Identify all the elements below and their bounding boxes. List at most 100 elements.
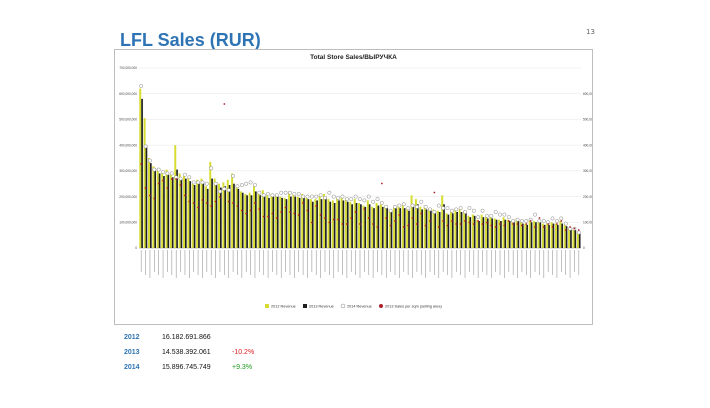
bar-2012 [568, 228, 571, 248]
legend-label: 2013 Revenue [309, 305, 334, 309]
bar-2013 [355, 203, 358, 248]
bar-2012 [388, 209, 391, 248]
bar-2012 [436, 210, 439, 248]
bar-2012 [379, 204, 382, 248]
marker-2014 [226, 188, 231, 193]
marker-sqm [424, 224, 427, 227]
marker-2014 [257, 190, 262, 195]
bar-2013 [206, 188, 209, 248]
bar-2013 [443, 204, 445, 248]
marker-2014 [414, 204, 419, 209]
bar-2012 [244, 194, 247, 248]
bar-2012 [305, 197, 308, 248]
y-tick-label: 600,000,000 [119, 92, 137, 96]
marker-2014 [331, 194, 336, 199]
marker-sqm [363, 208, 366, 210]
marker-sqm [319, 214, 322, 216]
bar-2012 [489, 217, 492, 248]
bar-2013 [539, 222, 542, 248]
marker-sqm [547, 223, 550, 225]
marker-2014 [296, 192, 301, 196]
marker-sqm [472, 223, 475, 225]
bar-2013 [390, 210, 393, 248]
marker-sqm [175, 178, 178, 180]
marker-sqm [179, 184, 182, 186]
marker-2014 [533, 212, 537, 217]
bar-2013 [530, 222, 533, 248]
legend-label: 2013 Sales per sqm (selling area) [385, 305, 443, 309]
bar-2013 [338, 200, 340, 248]
bar-2012 [209, 161, 212, 248]
marker-sqm [197, 206, 199, 209]
bar-2013 [548, 224, 550, 248]
bar-2012 [200, 178, 203, 248]
bar-2012 [366, 200, 369, 248]
bar-2013 [255, 191, 257, 248]
bar-2013 [246, 195, 248, 248]
bar-2013 [552, 223, 555, 248]
bar-2013 [145, 145, 148, 248]
marker-2014 [463, 210, 467, 214]
bar-2013 [469, 217, 472, 248]
marker-2014 [484, 213, 489, 218]
bar-2013 [561, 223, 564, 248]
bar-2012 [515, 218, 518, 248]
marker-2014 [406, 206, 411, 211]
bar-2012 [301, 194, 304, 248]
marker-sqm [534, 226, 536, 228]
bar-2013 [360, 204, 362, 248]
bar-2012 [340, 196, 343, 248]
marker-sqm [328, 221, 331, 224]
marker-2014 [489, 213, 494, 218]
marker-sqm [267, 215, 269, 218]
marker-sqm [249, 209, 252, 212]
bar-2012 [546, 223, 549, 248]
bar-2012 [498, 219, 501, 248]
bar-2012 [524, 223, 527, 248]
marker-2014 [288, 190, 292, 195]
marker-sqm [345, 223, 348, 225]
bar-2013 [220, 187, 222, 248]
slide-title: LFL Sales (RUR) [120, 30, 261, 50]
marker-2014 [156, 167, 161, 172]
bar-2013 [303, 197, 305, 248]
bar-2012 [362, 205, 365, 248]
bar-2012 [174, 145, 177, 248]
bar-2012 [165, 169, 168, 248]
marker-sqm [367, 217, 370, 219]
bar-2012 [349, 201, 352, 248]
bar-2013 [215, 182, 218, 248]
marker-2014 [301, 194, 306, 199]
bar-2013 [351, 204, 353, 248]
marker-sqm [306, 209, 309, 212]
bar-2013 [377, 205, 380, 248]
marker-2014 [244, 181, 249, 186]
bar-2012 [156, 169, 159, 248]
summary-year: 2013 [124, 349, 140, 356]
bar-2012 [506, 219, 509, 248]
bar-2012 [375, 203, 378, 248]
bar-2012 [191, 183, 194, 248]
marker-sqm [232, 202, 234, 204]
bar-2013 [237, 188, 240, 248]
marker-sqm [350, 217, 353, 219]
bar-2012 [419, 206, 422, 248]
marker-2014 [305, 194, 310, 199]
marker-sqm [577, 229, 580, 231]
marker-2014 [480, 208, 485, 213]
marker-sqm [481, 223, 484, 225]
bar-2013 [263, 194, 266, 248]
marker-sqm [394, 220, 396, 222]
bar-2013 [486, 218, 489, 248]
marker-sqm [433, 191, 436, 194]
bar-2012 [183, 176, 185, 248]
summary-table: 2012 16.182.691.866 2013 14.538.392.061 … [124, 334, 324, 379]
bar-2012 [239, 191, 242, 248]
marker-sqm [140, 163, 143, 165]
y2-tick-label: 300,000 [583, 169, 592, 173]
bar-2012 [432, 209, 435, 248]
bar-2012 [476, 219, 479, 248]
bar-2013 [268, 197, 270, 248]
marker-sqm [192, 202, 195, 204]
marker-sqm [516, 223, 519, 225]
